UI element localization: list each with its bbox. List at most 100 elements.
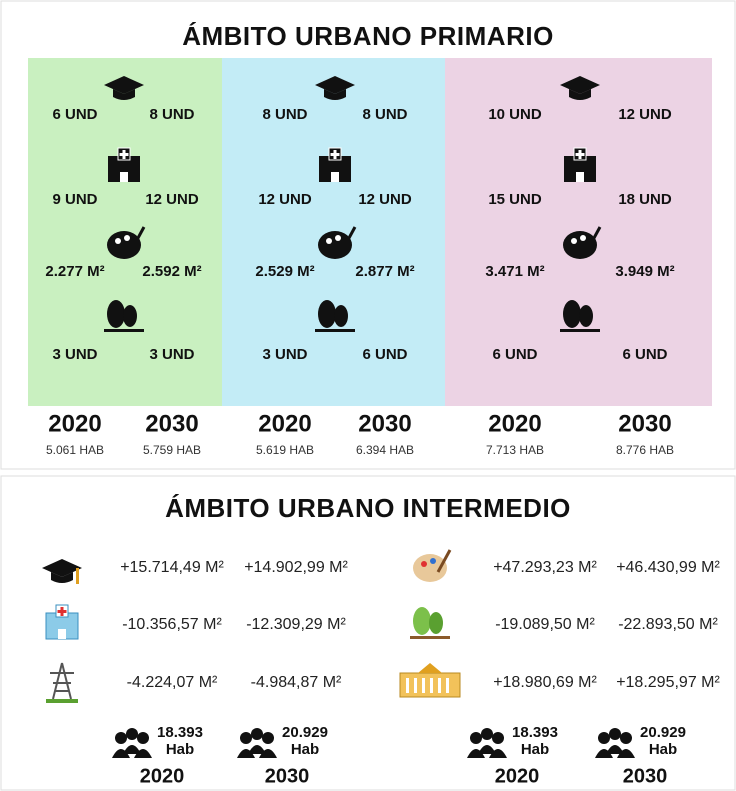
shape	[113, 89, 135, 100]
value: -22.893,50 M²	[618, 616, 718, 633]
shape	[76, 568, 79, 584]
unit: Hab	[521, 741, 549, 758]
shape	[57, 607, 67, 616]
value: +14.902,99 M²	[244, 559, 348, 576]
shape	[126, 728, 138, 740]
population: 8.776 HAB	[616, 443, 674, 457]
value: 3 UND	[149, 346, 194, 363]
art-icon	[107, 226, 146, 259]
value: 6 UND	[492, 346, 537, 363]
value: 8 UND	[362, 106, 407, 123]
value: 3.471 M²	[485, 263, 544, 280]
shape	[115, 732, 127, 744]
shape	[571, 238, 577, 244]
art-icon	[563, 226, 602, 259]
year: 2030	[358, 410, 411, 437]
shape	[331, 172, 339, 182]
cap-icon	[560, 76, 600, 100]
value: 10 UND	[488, 106, 542, 123]
value: -10.356,57 M²	[122, 616, 222, 633]
population: 5.061 HAB	[46, 443, 104, 457]
tree-icon	[560, 300, 600, 332]
shape	[107, 231, 141, 259]
year: 2020	[488, 410, 541, 437]
shape	[436, 549, 452, 573]
shape	[58, 629, 66, 639]
value: 18 UND	[618, 191, 672, 208]
title: ÁMBITO URBANO INTERMEDIO	[165, 493, 571, 523]
hosp-icon	[108, 147, 140, 182]
people-icon	[467, 728, 507, 758]
art-icon	[318, 226, 357, 259]
shape	[335, 235, 341, 241]
year: 2030	[145, 410, 198, 437]
value: 8 UND	[262, 106, 307, 123]
population: 5.759 HAB	[143, 443, 201, 457]
shape	[406, 678, 409, 693]
value: 6 UND	[362, 346, 407, 363]
hosp-icon	[319, 147, 351, 182]
value: -4.224,07 M²	[127, 674, 218, 691]
cap-icon	[104, 76, 144, 100]
value: +46.430,99 M²	[616, 559, 720, 576]
shape	[330, 150, 340, 159]
shape	[115, 238, 121, 244]
shape	[413, 607, 431, 635]
year: 2030	[618, 410, 671, 437]
value: 2.877 M²	[355, 263, 414, 280]
cap-icon	[42, 559, 82, 584]
shape	[478, 745, 496, 754]
count: 18.393	[157, 724, 203, 741]
shape	[119, 150, 129, 159]
value: 12 UND	[258, 191, 312, 208]
shape	[563, 231, 597, 259]
value: 2.592 M²	[142, 263, 201, 280]
shape	[418, 663, 442, 673]
shape	[120, 172, 128, 182]
shape	[481, 728, 493, 740]
population: 7.713 HAB	[486, 443, 544, 457]
shape	[430, 558, 436, 564]
count: 18.393	[512, 724, 558, 741]
year: 2020	[48, 410, 101, 437]
shape	[606, 745, 624, 754]
shape	[430, 678, 433, 693]
shape	[446, 678, 449, 693]
shape	[51, 572, 73, 583]
shape	[251, 728, 263, 740]
cap-icon	[315, 76, 355, 100]
value: 12 UND	[618, 106, 672, 123]
value: 6 UND	[52, 106, 97, 123]
tree-icon	[410, 607, 450, 639]
value: 6 UND	[622, 346, 667, 363]
shape	[620, 732, 632, 744]
value: 8 UND	[149, 106, 194, 123]
people-icon	[237, 728, 277, 758]
shape	[123, 305, 137, 327]
people-icon	[112, 728, 152, 758]
people-icon	[595, 728, 635, 758]
shape	[410, 636, 450, 639]
population: 5.619 HAB	[256, 443, 314, 457]
value: +18.295,97 M²	[616, 674, 720, 691]
value: 12 UND	[145, 191, 199, 208]
shape	[104, 329, 144, 332]
year: 2020	[140, 765, 185, 787]
year: 2020	[495, 765, 540, 787]
value: +15.714,49 M²	[120, 559, 224, 576]
shape	[576, 172, 584, 182]
tower-icon	[46, 662, 78, 703]
shape	[318, 300, 336, 328]
year: 2030	[623, 765, 668, 787]
shape	[130, 226, 146, 250]
value: 9 UND	[52, 191, 97, 208]
shape	[492, 732, 504, 744]
shape	[429, 612, 443, 634]
value: +47.293,23 M²	[493, 559, 597, 576]
shape	[470, 732, 482, 744]
value: 15 UND	[488, 191, 542, 208]
value: 3 UND	[52, 346, 97, 363]
shape	[579, 305, 593, 327]
population: 6.394 HAB	[356, 443, 414, 457]
